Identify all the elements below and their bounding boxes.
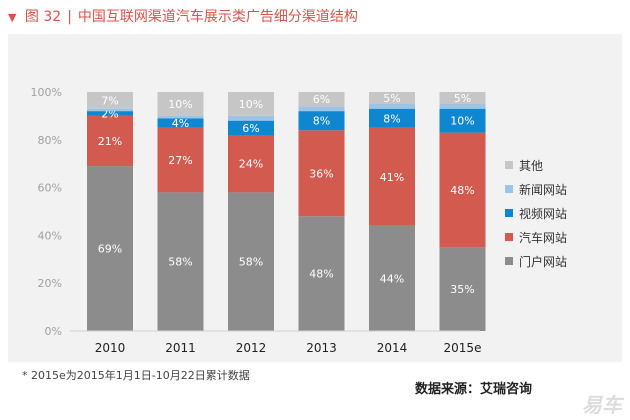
bar-segment [87, 166, 133, 331]
bar-segment [157, 92, 204, 116]
figure-title: 中国互联网渠道汽车展示类广告细分渠道结构 [77, 9, 358, 25]
bar-segment [298, 92, 345, 107]
bar-segment [228, 120, 274, 136]
x-tick-label: 2010 [95, 341, 126, 355]
figure-label: 图 32 [24, 9, 62, 25]
legend-label: 视频网站 [519, 206, 567, 221]
bar-segment [228, 115, 274, 121]
data-label: 41% [380, 171, 404, 184]
y-tick-label: 40% [38, 229, 62, 242]
bar-segment [228, 92, 274, 116]
data-label: 8% [383, 112, 400, 125]
data-source: 数据来源：艾瑞咨询 [415, 382, 533, 397]
bar-segment [298, 111, 345, 131]
watermark-logo: 易车 [582, 393, 622, 417]
y-tick-label: 80% [38, 134, 62, 147]
bar-segment [439, 103, 486, 109]
x-tick-label: 2014 [377, 341, 408, 355]
x-tick-label: 2015e [444, 341, 482, 355]
bar-segment [369, 103, 415, 109]
title-separator: | [67, 9, 72, 25]
data-label: 36% [309, 167, 333, 180]
data-label: 10% [450, 115, 474, 128]
bar-segment [157, 127, 204, 193]
bar-segment [369, 225, 415, 331]
bar-segment [439, 132, 486, 248]
data-label: 4% [172, 117, 189, 130]
bar-segment [87, 111, 133, 116]
legend-swatch [505, 209, 513, 217]
bar-segment [369, 92, 415, 104]
bar-segment [87, 115, 133, 167]
data-label: 44% [380, 272, 404, 285]
data-label: 6% [313, 93, 330, 106]
y-tick-label: 60% [38, 182, 62, 195]
data-label: 24% [239, 158, 263, 171]
bar-segment [157, 118, 204, 128]
data-label: 8% [313, 115, 330, 128]
bar-segment [298, 106, 345, 112]
y-tick-label: 100% [31, 86, 62, 99]
footnote: * 2015e为2015年1月1日-10月22日累计数据 [22, 369, 250, 382]
data-label: 10% [168, 98, 192, 111]
bar-segment [87, 92, 133, 109]
legend-swatch [505, 161, 513, 169]
data-label: 21% [98, 135, 122, 148]
data-label: 5% [383, 92, 400, 105]
data-label: 35% [450, 283, 474, 296]
data-label: 6% [242, 122, 259, 135]
bar-segment [439, 108, 486, 133]
bar-segment [228, 192, 274, 331]
bar-segment [439, 92, 486, 104]
bar-segment [87, 108, 133, 112]
bar-segment [157, 192, 204, 331]
legend-label: 新闻网站 [519, 182, 567, 197]
data-label: 48% [450, 184, 474, 197]
bar-segment [439, 247, 486, 331]
bar-segment [228, 135, 274, 193]
data-label: 27% [168, 154, 192, 167]
x-tick-label: 2013 [306, 341, 337, 355]
y-tick-label: 20% [38, 277, 62, 290]
data-label: 10% [239, 98, 263, 111]
bar-segment [157, 115, 204, 119]
figure-title-bar: ▼ 图 32 | 中国互联网渠道汽车展示类广告细分渠道结构 [8, 4, 358, 30]
legend-swatch [505, 233, 513, 241]
bar-segment [369, 127, 415, 226]
legend-label: 汽车网站 [519, 230, 567, 245]
legend-swatch [505, 185, 513, 193]
legend-swatch [505, 257, 513, 265]
x-tick-label: 2012 [236, 341, 267, 355]
data-label: 58% [168, 256, 192, 269]
data-label: 48% [309, 268, 333, 281]
bar-segment [298, 216, 345, 331]
data-label: 5% [454, 92, 471, 105]
legend-label: 其他 [519, 159, 543, 173]
data-label: 7% [101, 94, 118, 107]
data-label: 58% [239, 256, 263, 269]
bar-segment [298, 130, 345, 217]
x-tick-label: 2011 [165, 341, 196, 355]
bar-segment [369, 108, 415, 128]
y-tick-label: 0% [45, 325, 62, 338]
triangle-icon: ▼ [8, 11, 17, 24]
legend-label: 门户网站 [519, 254, 567, 269]
data-label: 69% [98, 243, 122, 256]
